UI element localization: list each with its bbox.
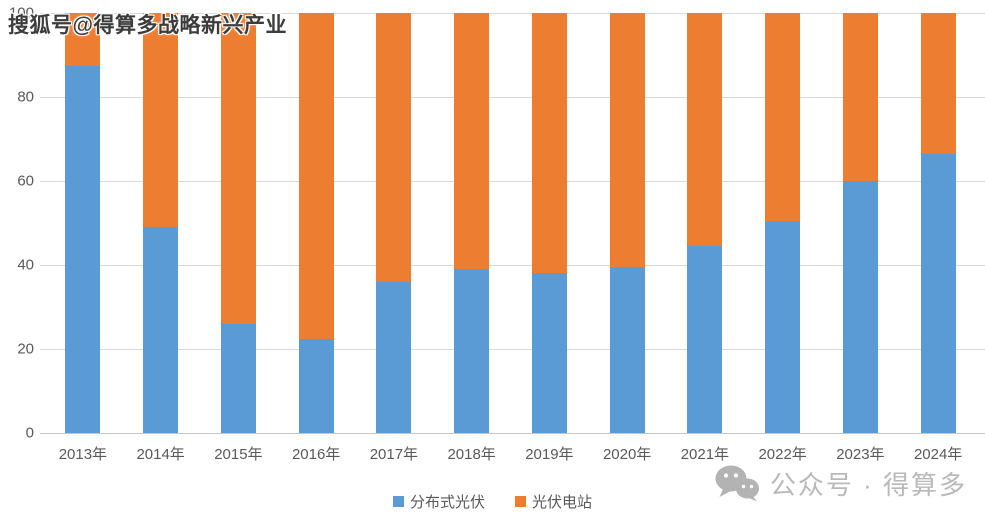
y-tick-label-0: 0	[25, 424, 34, 442]
x-axis-label-2021年: 2021年	[680, 446, 730, 463]
bar-segment-分布式光伏	[454, 269, 490, 433]
bar-slot-2022年	[744, 13, 822, 433]
legend-item-光伏电站: 光伏电站	[515, 491, 592, 512]
legend-swatch-光伏电站	[515, 496, 526, 507]
x-axis-label-2022年: 2022年	[758, 446, 807, 463]
y-tick-label-60: 60	[17, 172, 34, 190]
bar-segment-分布式光伏	[220, 323, 256, 433]
bar-segment-分布式光伏	[376, 281, 412, 433]
bar-stack-2021年	[687, 13, 723, 433]
watermark-sohu: 搜狐号@得算多战略新兴产业	[8, 14, 287, 37]
bar-stack-2013年	[65, 13, 101, 433]
bar-segment-光伏电站	[298, 13, 334, 339]
bar-segment-光伏电站	[687, 13, 723, 247]
bar-segment-分布式光伏	[298, 338, 334, 433]
bar-slot-2024年	[899, 13, 977, 433]
bar-slot-2018年	[433, 13, 511, 433]
bar-stack-2018年	[454, 13, 490, 433]
bar-segment-光伏电站	[220, 13, 256, 324]
bar-stack-2019年	[531, 13, 567, 433]
x-axis-label-2016年: 2016年	[291, 446, 341, 463]
bar-stack-2023年	[842, 13, 878, 433]
legend-item-分布式光伏: 分布式光伏	[392, 491, 485, 512]
bar-segment-分布式光伏	[765, 220, 801, 433]
bar-slot-2016年	[277, 13, 355, 433]
gridline-80	[40, 97, 985, 98]
legend-swatch-分布式光伏	[392, 496, 404, 507]
x-axis-label-2024年: 2024年	[913, 446, 963, 463]
bar-slot-2023年	[822, 13, 900, 433]
x-axis-labels: 2013年 2014年 2015年 2016年 2017年 2018年 2019年 2020年…	[44, 443, 977, 464]
x-axis-label-2015年: 2015年	[214, 446, 263, 463]
x-axis-label-2023年: 2023年	[836, 446, 885, 463]
bar-segment-分布式光伏	[65, 65, 101, 433]
bar-stack-2015年	[220, 13, 256, 433]
gridline-60	[40, 181, 985, 182]
x-axis-label-2020年: 2020年	[602, 446, 652, 463]
x-axis-label-2017年: 2017年	[369, 446, 419, 463]
legend-label-光伏电站: 光伏电站	[532, 494, 593, 511]
bar-segment-光伏电站	[765, 13, 801, 221]
bar-slot-2020年	[588, 13, 666, 433]
bar-segment-分布式光伏	[842, 181, 878, 433]
bar-segment-分布式光伏	[687, 246, 723, 433]
watermark-wechat: 公众号 · 得算多	[714, 464, 967, 502]
gridline-40	[40, 265, 985, 266]
bar-segment-光伏电站	[454, 13, 490, 270]
legend-label-分布式光伏: 分布式光伏	[409, 494, 485, 511]
bar-segment-分布式光伏	[920, 153, 956, 433]
watermark-wechat-text: 公众号 · 得算多	[769, 469, 967, 500]
x-axis-label-2014年: 2014年	[136, 446, 185, 463]
bar-segment-分布式光伏	[609, 267, 645, 433]
plot-area	[44, 13, 977, 433]
x-axis-label-2019年: 2019年	[525, 446, 574, 463]
bar-segment-光伏电站	[143, 13, 179, 228]
wechat-icon	[715, 465, 759, 502]
gridline-20	[40, 349, 985, 350]
bar-slot-2015年	[200, 13, 278, 433]
chart-legend: 分布式光伏 光伏电站	[0, 491, 985, 512]
bar-stack-2017年	[376, 13, 412, 433]
bar-segment-光伏电站	[531, 13, 567, 274]
bar-stack-2014年	[143, 13, 179, 433]
bar-segment-分布式光伏	[143, 227, 179, 433]
y-tick-label-80: 80	[17, 88, 34, 106]
y-tick-label-20: 20	[17, 340, 34, 358]
bar-segment-分布式光伏	[531, 273, 567, 433]
bar-segment-光伏电站	[376, 13, 412, 282]
bar-slot-2013年	[44, 13, 122, 433]
bar-stack-2022年	[765, 13, 801, 433]
x-axis-label-2013年: 2013年	[58, 446, 108, 463]
bar-segment-光伏电站	[65, 13, 101, 66]
x-axis-label-2018年: 2018年	[447, 446, 496, 463]
bar-segment-光伏电站	[842, 13, 878, 181]
y-tick-label-40: 40	[17, 256, 34, 274]
y-tick-label-100: 100	[8, 4, 34, 22]
bar-stack-2016年	[298, 13, 334, 433]
gridline-0	[40, 433, 985, 434]
bar-slot-2017年	[355, 13, 433, 433]
bar-slot-2014年	[122, 13, 200, 433]
bar-slot-2019年	[511, 13, 589, 433]
gridline-100	[40, 13, 985, 14]
bar-slot-2021年	[666, 13, 744, 433]
bar-stack-2024年	[920, 13, 956, 433]
bar-segment-光伏电站	[609, 13, 645, 268]
bar-segment-光伏电站	[920, 13, 956, 154]
bar-stack-2020年	[609, 13, 645, 433]
